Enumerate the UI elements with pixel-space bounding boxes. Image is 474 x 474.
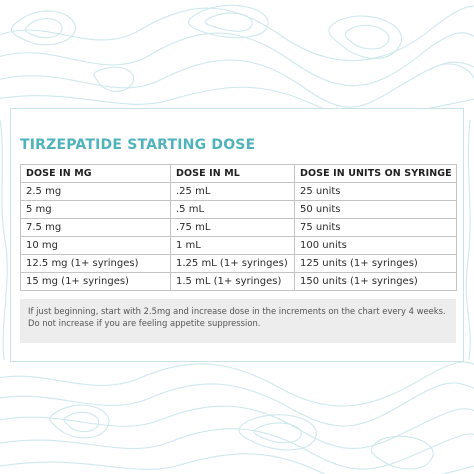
page-title: TIRZEPATIDE STARTING DOSE [20,137,256,153]
cell-mg: 2.5 mg [20,182,171,201]
dose-card: TIRZEPATIDE STARTING DOSE DOSE IN MG DOS… [10,108,464,362]
cell-units: 75 units [294,218,457,237]
header-dose-mg: DOSE IN MG [20,164,171,183]
cell-ml: .25 mL [170,182,295,201]
cell-mg: 5 mg [20,200,171,219]
dosing-note: If just beginning, start with 2.5mg and … [20,299,456,343]
table-row: 12.5 mg (1+ syringes) 1.25 mL (1+ syring… [20,254,457,273]
table-row: 5 mg .5 mL 50 units [20,200,457,219]
table-row: 10 mg 1 mL 100 units [20,236,457,255]
cell-ml: 1.25 mL (1+ syringes) [170,254,295,273]
table-header-row: DOSE IN MG DOSE IN ML DOSE IN UNITS ON S… [20,164,457,183]
cell-mg: 15 mg (1+ syringes) [20,272,171,291]
cell-mg: 12.5 mg (1+ syringes) [20,254,171,273]
cell-ml: .5 mL [170,200,295,219]
table-row: 2.5 mg .25 mL 25 units [20,182,457,201]
cell-units: 150 units (1+ syringes) [294,272,457,291]
cell-mg: 7.5 mg [20,218,171,237]
header-dose-units: DOSE IN UNITS ON SYRINGE [294,164,457,183]
table-row: 7.5 mg .75 mL 75 units [20,218,457,237]
cell-ml: 1.5 mL (1+ syringes) [170,272,295,291]
cell-mg: 10 mg [20,236,171,255]
dose-table: DOSE IN MG DOSE IN ML DOSE IN UNITS ON S… [20,164,457,291]
table-row: 15 mg (1+ syringes) 1.5 mL (1+ syringes)… [20,272,457,291]
cell-units: 25 units [294,182,457,201]
cell-units: 50 units [294,200,457,219]
cell-ml: .75 mL [170,218,295,237]
header-dose-ml: DOSE IN ML [170,164,295,183]
cell-units: 125 units (1+ syringes) [294,254,457,273]
cell-ml: 1 mL [170,236,295,255]
cell-units: 100 units [294,236,457,255]
